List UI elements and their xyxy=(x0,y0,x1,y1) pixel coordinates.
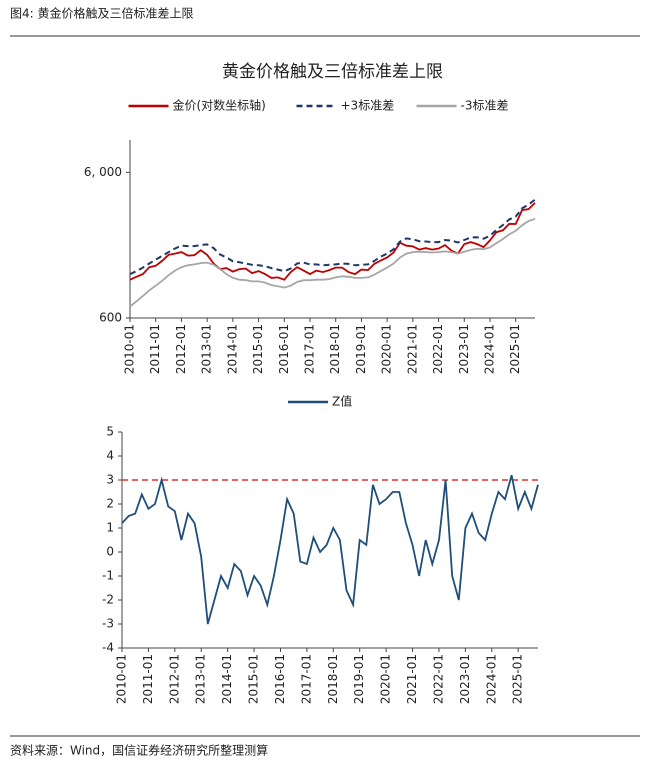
x-tick-label: 2013-01 xyxy=(194,654,208,704)
x-tick-label: 2022-01 xyxy=(431,324,445,374)
legend-label: 金价(对数坐标轴) xyxy=(173,98,266,113)
series-line xyxy=(129,202,536,281)
x-tick-label: 2020-01 xyxy=(379,654,393,704)
x-tick-label: 2017-01 xyxy=(299,654,313,704)
legend-label: -3标准差 xyxy=(461,99,509,113)
x-tick-label: 2015-01 xyxy=(247,654,261,704)
x-tick-label: 2024-01 xyxy=(484,654,498,704)
x-tick-label: 2016-01 xyxy=(273,654,287,704)
x-tick-label: 2011-01 xyxy=(148,324,162,374)
footer-source: 资料来源：Wind，国信证券经济研究所整理测算 xyxy=(10,743,268,758)
x-tick-label: 2012-01 xyxy=(167,654,181,704)
x-tick-label: 2012-01 xyxy=(174,324,188,374)
x-tick-label: 2016-01 xyxy=(277,324,291,374)
x-tick-label: 2013-01 xyxy=(200,324,214,374)
y-tick-label: 0 xyxy=(106,545,114,559)
y-tick-label: -2 xyxy=(102,593,114,607)
x-tick-label: 2018-01 xyxy=(328,324,342,374)
x-tick-label: 2017-01 xyxy=(303,324,317,374)
y-tick-label: -1 xyxy=(102,569,114,583)
x-tick-label: 2014-01 xyxy=(220,654,234,704)
x-tick-label: 2022-01 xyxy=(431,654,445,704)
x-tick-label: 2021-01 xyxy=(405,654,419,704)
x-tick-label: 2025-01 xyxy=(508,324,522,374)
x-tick-label: 2014-01 xyxy=(225,324,239,374)
x-tick-label: 2023-01 xyxy=(458,654,472,704)
x-tick-label: 2025-01 xyxy=(511,654,525,704)
x-tick-label: 2019-01 xyxy=(354,324,368,374)
x-tick-label: 2010-01 xyxy=(123,324,137,374)
legend-label: +3标准差 xyxy=(341,99,395,113)
x-tick-label: 2023-01 xyxy=(457,324,471,374)
series-line xyxy=(129,217,536,308)
x-tick-label: 2019-01 xyxy=(352,654,366,704)
y-tick-label: -3 xyxy=(102,617,114,631)
series-line xyxy=(121,474,539,625)
x-tick-label: 2024-01 xyxy=(483,324,497,374)
header-title: 图4: 黄金价格触及三倍标准差上限 xyxy=(10,6,194,21)
y-tick-label: 4 xyxy=(106,449,114,463)
x-tick-label: 2018-01 xyxy=(326,654,340,704)
series-line xyxy=(129,198,536,276)
y-tick-label: 1 xyxy=(106,521,114,535)
x-tick-label: 2021-01 xyxy=(405,324,419,374)
y-tick-label: 600 xyxy=(99,311,122,325)
y-tick-label: 6, 000 xyxy=(84,165,122,179)
x-tick-label: 2011-01 xyxy=(141,654,155,704)
chart-title: 黄金价格触及三倍标准差上限 xyxy=(222,62,443,82)
y-tick-label: 3 xyxy=(106,473,114,487)
x-tick-label: 2020-01 xyxy=(380,324,394,374)
legend-label: Z值 xyxy=(332,394,352,409)
y-tick-label: 2 xyxy=(106,497,114,511)
y-tick-label: 5 xyxy=(106,425,114,439)
y-tick-label: -4 xyxy=(102,641,114,655)
x-tick-label: 2015-01 xyxy=(251,324,265,374)
x-tick-label: 2010-01 xyxy=(115,654,129,704)
